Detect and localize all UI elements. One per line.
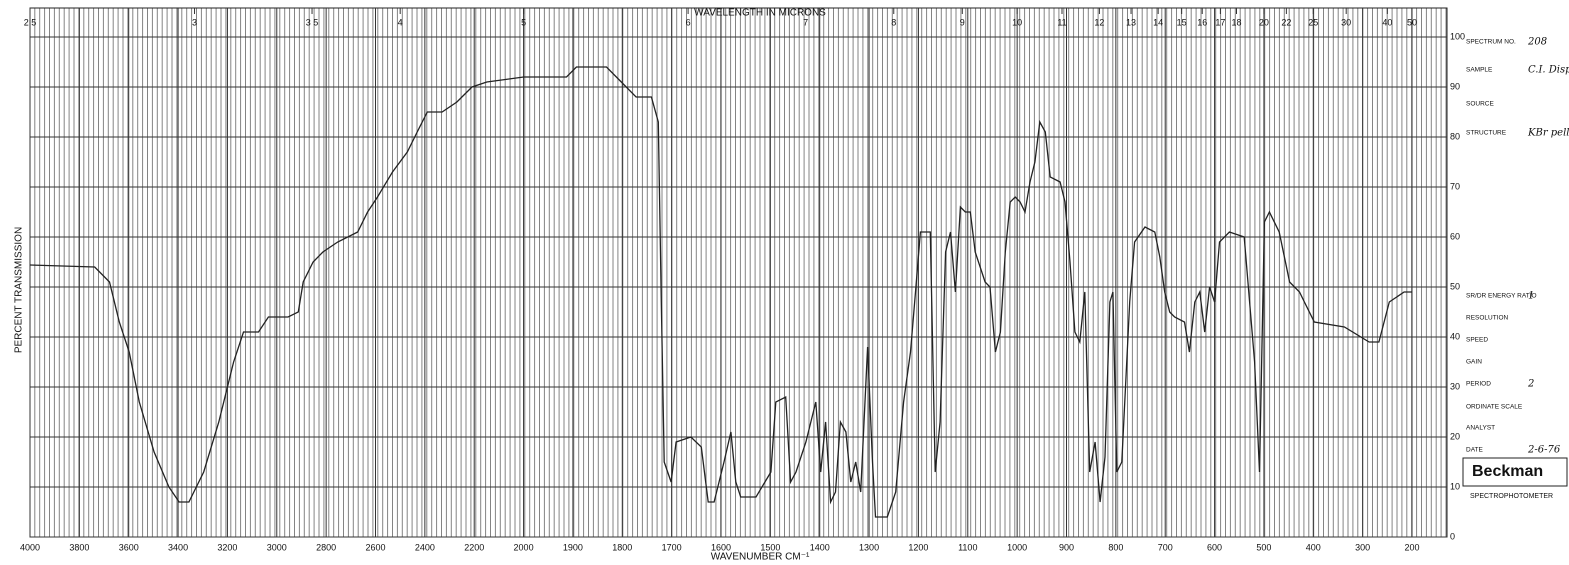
top-tick-label: 11 bbox=[1057, 17, 1066, 27]
top-tick-label: 5 bbox=[521, 17, 526, 27]
info-value: C.I. Disperse Yellow 3 bbox=[1528, 65, 1569, 76]
x-tick-label: 1700 bbox=[662, 542, 682, 552]
info-label: ORDINATE SCALE bbox=[1466, 404, 1523, 411]
top-tick-label: 2 5 bbox=[24, 17, 37, 27]
x-tick-label: 2200 bbox=[464, 542, 484, 552]
top-tick-label: 40 bbox=[1382, 17, 1392, 27]
x-tick-label: 3000 bbox=[267, 542, 287, 552]
brand-box bbox=[1462, 457, 1568, 487]
top-tick-label: 30 bbox=[1341, 17, 1351, 27]
brand-sub: SPECTROPHOTOMETER bbox=[1470, 493, 1553, 500]
info-label: RESOLUTION bbox=[1466, 315, 1509, 322]
y-tick-label: 80 bbox=[1450, 131, 1460, 141]
top-tick-label: 50 bbox=[1407, 17, 1417, 27]
brand: Beckman bbox=[1472, 463, 1543, 480]
x-tick-label: 2000 bbox=[514, 542, 534, 552]
y-tick-label: 90 bbox=[1450, 81, 1460, 91]
x-tick-label: 800 bbox=[1108, 542, 1123, 552]
top-tick-label: 10 bbox=[1012, 17, 1022, 27]
x-tick-label: 500 bbox=[1256, 542, 1271, 552]
info-value: KBr pellet bbox=[1527, 128, 1569, 139]
top-tick-label: 8 bbox=[891, 17, 896, 27]
x-axis-label: WAVENUMBER CM⁻¹ bbox=[711, 552, 810, 563]
info-label: STRUCTURE bbox=[1466, 130, 1507, 137]
x-tick-label: 1400 bbox=[810, 542, 830, 552]
info-label: SR/DR ENERGY RATIO bbox=[1466, 293, 1537, 300]
info-label: SPECTRUM NO. bbox=[1466, 39, 1516, 46]
x-tick-label: 900 bbox=[1059, 542, 1074, 552]
top-tick-label: 3 bbox=[192, 17, 197, 27]
top-tick-label: 14 bbox=[1153, 17, 1163, 27]
top-tick-label: 22 bbox=[1281, 17, 1291, 27]
y-axis-label: PERCENT TRANSMISSION bbox=[14, 227, 25, 353]
top-tick-label: 7 bbox=[803, 17, 808, 27]
plot-area bbox=[29, 7, 1448, 538]
info-label: PERIOD bbox=[1466, 381, 1491, 388]
info-label: ANALYST bbox=[1466, 425, 1495, 432]
top-tick-label: 18 bbox=[1232, 17, 1242, 27]
top-tick-label: 16 bbox=[1197, 17, 1207, 27]
x-tick-label: 1300 bbox=[859, 542, 879, 552]
x-tick-label: 200 bbox=[1404, 542, 1419, 552]
y-tick-label: 60 bbox=[1450, 231, 1460, 241]
info-label: SOURCE bbox=[1466, 101, 1494, 108]
x-tick-label: 3400 bbox=[168, 542, 188, 552]
x-tick-label: 3800 bbox=[69, 542, 89, 552]
info-label: DATE bbox=[1466, 447, 1484, 454]
x-tick-label: 1800 bbox=[612, 542, 632, 552]
info-value: 2-6-76 bbox=[1527, 445, 1561, 456]
y-tick-label: 10 bbox=[1450, 481, 1460, 491]
info-value: 208 bbox=[1527, 37, 1547, 48]
top-tick-label: 13 bbox=[1126, 17, 1136, 27]
top-tick-label: 15 bbox=[1177, 17, 1187, 27]
top-tick-label: 6 bbox=[686, 17, 691, 27]
x-tick-label: 1200 bbox=[908, 542, 928, 552]
y-tick-label: 20 bbox=[1450, 431, 1460, 441]
x-tick-label: 3200 bbox=[217, 542, 237, 552]
info-value: 2 bbox=[1527, 379, 1534, 390]
top-tick-label: 4 bbox=[398, 17, 403, 27]
y-tick-label: 100 bbox=[1450, 31, 1465, 41]
x-tick-label: 3600 bbox=[119, 542, 139, 552]
x-tick-label: 400 bbox=[1306, 542, 1321, 552]
info-label: SAMPLE bbox=[1466, 67, 1493, 74]
x-tick-label: 700 bbox=[1158, 542, 1173, 552]
y-tick-label: 50 bbox=[1450, 281, 1460, 291]
x-tick-label: 1100 bbox=[958, 542, 977, 552]
y-tick-label: 0 bbox=[1450, 531, 1455, 541]
top-tick-label: 3 5 bbox=[306, 17, 319, 27]
top-tick-label: 9 bbox=[960, 17, 965, 27]
chart-title: WAVELENGTH IN MICRONS bbox=[694, 8, 826, 19]
y-tick-label: 40 bbox=[1450, 331, 1460, 341]
spectrum-line bbox=[29, 66, 1412, 518]
top-tick-label: 17 bbox=[1215, 17, 1225, 27]
y-tick-label: 70 bbox=[1450, 181, 1460, 191]
x-tick-label: 600 bbox=[1207, 542, 1222, 552]
x-tick-label: 2800 bbox=[316, 542, 336, 552]
x-tick-label: 2600 bbox=[365, 542, 385, 552]
x-tick-label: 1500 bbox=[760, 542, 780, 552]
x-tick-label: 1000 bbox=[1007, 542, 1027, 552]
x-tick-label: 1900 bbox=[563, 542, 583, 552]
info-value: 1 bbox=[1528, 291, 1534, 302]
top-tick-label: 12 bbox=[1094, 17, 1104, 27]
x-tick-label: 2400 bbox=[415, 542, 435, 552]
x-tick-label: 300 bbox=[1355, 542, 1370, 552]
info-label: SPEED bbox=[1466, 337, 1488, 344]
x-tick-label: 4000 bbox=[20, 542, 40, 552]
y-tick-label: 30 bbox=[1450, 381, 1460, 391]
top-tick-label: 20 bbox=[1259, 17, 1269, 27]
x-tick-label: 1600 bbox=[711, 542, 731, 552]
top-tick-label: 25 bbox=[1308, 17, 1318, 27]
info-label: GAIN bbox=[1466, 359, 1482, 366]
